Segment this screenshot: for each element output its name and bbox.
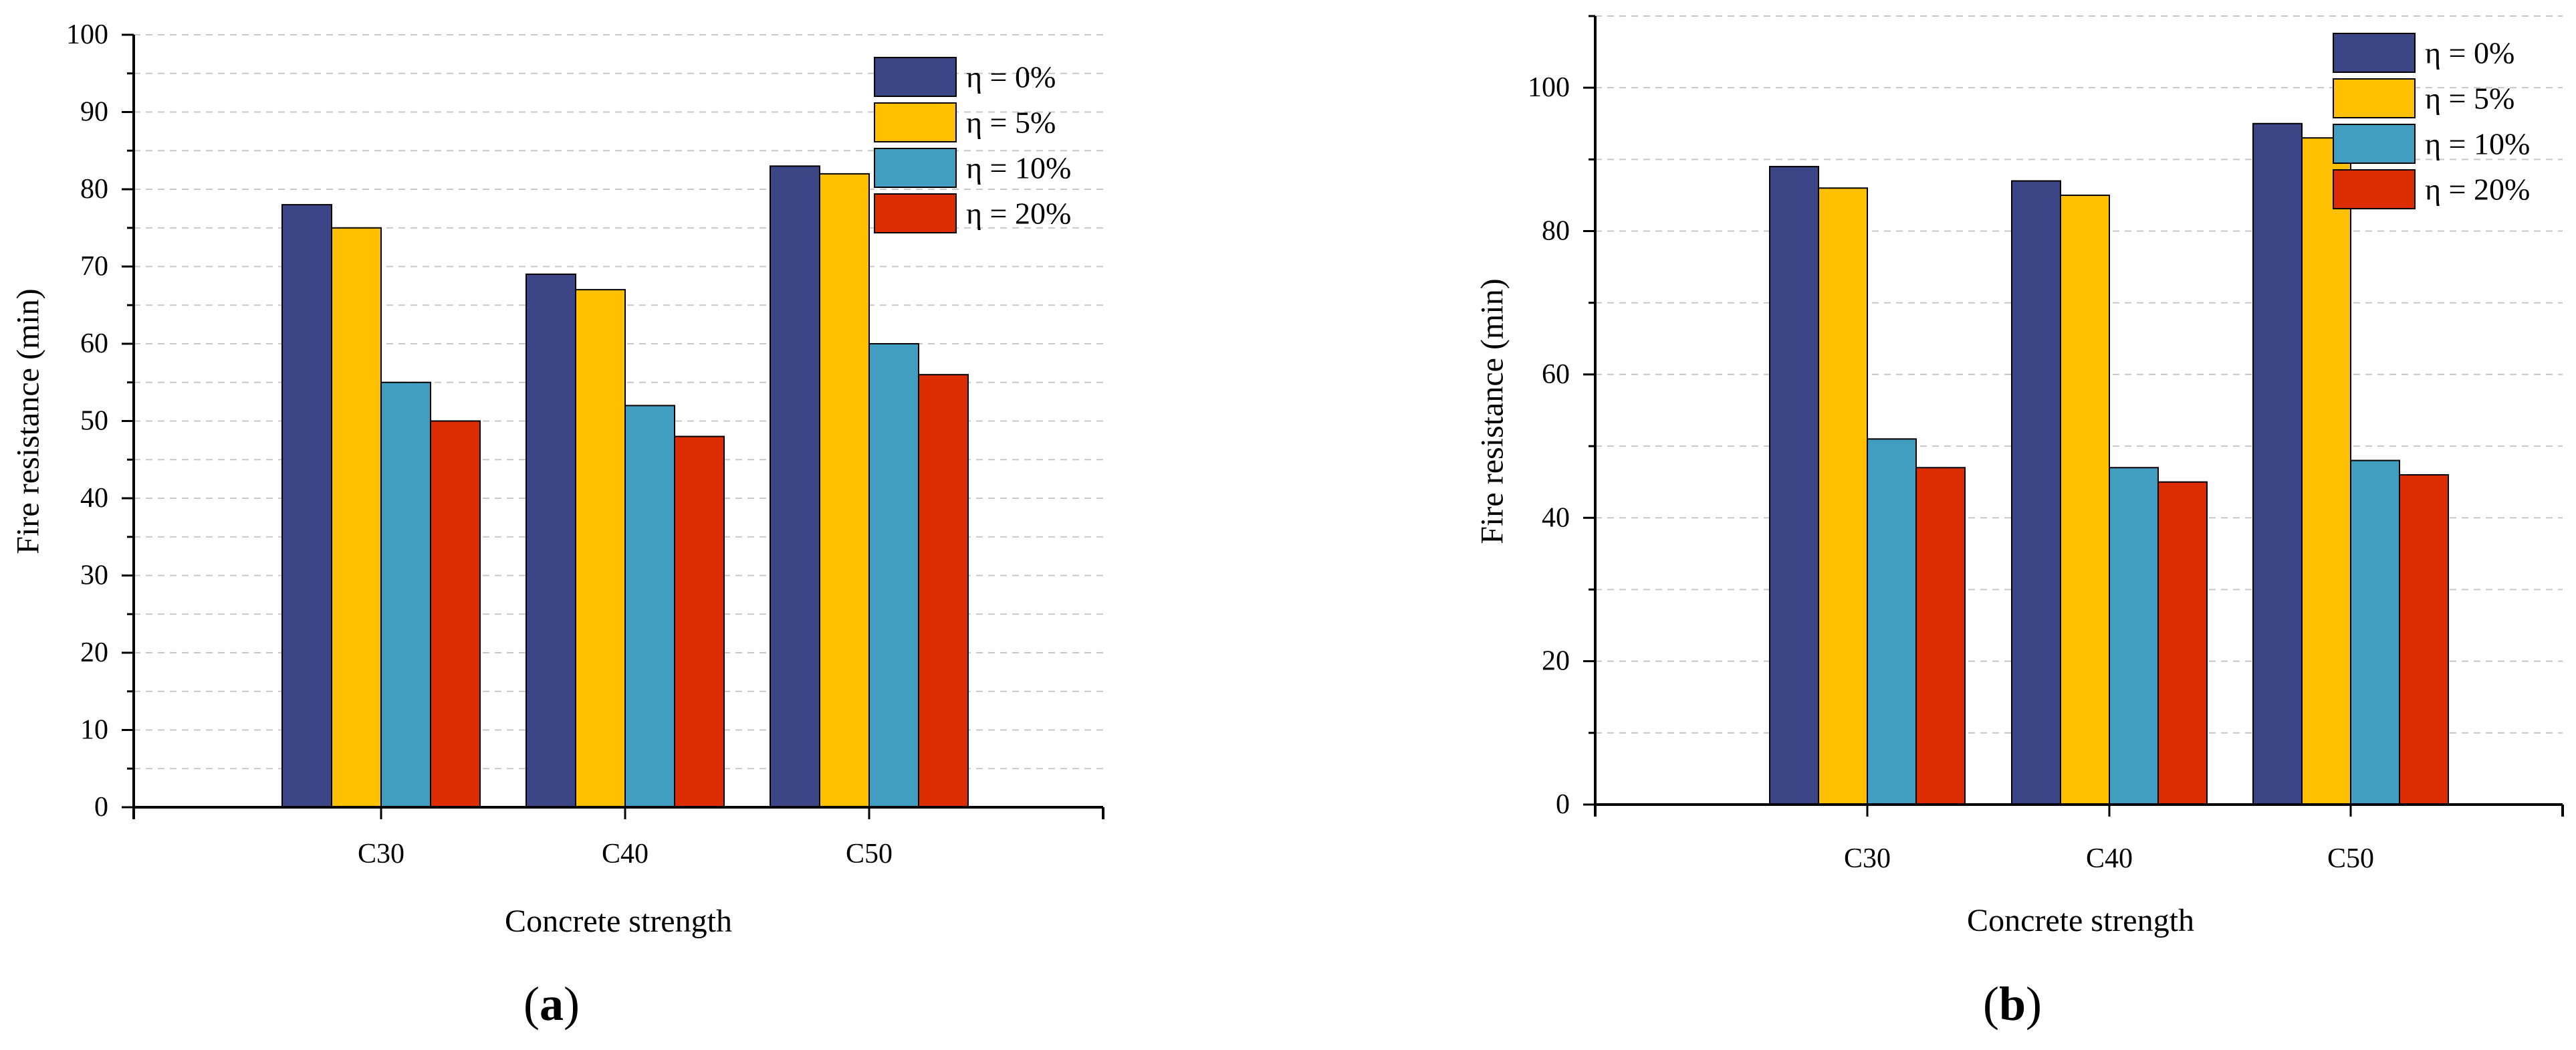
bar-c40-series-0 bbox=[525, 274, 576, 808]
y-tick-label: 10 bbox=[80, 715, 108, 746]
legend: η = 0% η = 5% η = 10% η = 20% bbox=[874, 57, 1071, 233]
y-tick-label: 100 bbox=[66, 19, 108, 50]
bar-c40-series-3 bbox=[674, 435, 725, 808]
bar-c40-series-3 bbox=[2157, 481, 2208, 805]
chart-panel-b: 0 20 40 60 80 100 C30 C40 C50 Concrete strength Fi… bbox=[1475, 15, 2564, 1031]
y-axis-label: Fire resistance (min) bbox=[1475, 278, 1510, 544]
y-tick-label: 0 bbox=[1556, 789, 1570, 820]
y-tick-label: 100 bbox=[1528, 72, 1570, 103]
y-tick-label: 80 bbox=[1542, 216, 1570, 247]
x-tick-label-c30: C30 bbox=[1844, 843, 1891, 874]
bar-c30-series-1 bbox=[1818, 187, 1868, 805]
bar-c30-series-1 bbox=[331, 227, 382, 808]
bar-c30-series-0 bbox=[281, 204, 332, 809]
legend-label-1: η = 5% bbox=[966, 106, 1056, 140]
bar-c40-series-2 bbox=[624, 405, 675, 808]
y-tick-label: 40 bbox=[1542, 502, 1570, 533]
panel-label-a: (a) bbox=[523, 977, 580, 1031]
legend-swatch-2 bbox=[2333, 124, 2416, 164]
bar-c40-series-0 bbox=[2011, 180, 2061, 805]
x-tick-label-c40: C40 bbox=[2086, 843, 2133, 874]
bar-c30-series-2 bbox=[380, 381, 431, 808]
x-axis-label: Concrete strength bbox=[505, 904, 732, 939]
legend-label-3: η = 20% bbox=[966, 197, 1071, 231]
y-tick-label: 60 bbox=[80, 328, 108, 359]
legend-swatch-3 bbox=[874, 193, 957, 233]
y-tick-label: 30 bbox=[80, 560, 108, 591]
bar-c30-series-3 bbox=[430, 420, 481, 808]
y-tick-label: 80 bbox=[80, 174, 108, 205]
y-tick-label: 20 bbox=[1542, 646, 1570, 677]
bar-c30-series-3 bbox=[1915, 467, 1966, 806]
bar-c40-series-2 bbox=[2109, 467, 2159, 806]
y-tick-label: 40 bbox=[80, 483, 108, 514]
panel-label-b: (b) bbox=[1983, 977, 2042, 1031]
y-tick-label: 70 bbox=[80, 251, 108, 282]
bar-c50-series-3 bbox=[918, 374, 969, 808]
legend-label-3: η = 20% bbox=[2425, 173, 2530, 207]
y-axis-label: Fire resistance (min) bbox=[11, 288, 46, 554]
legend-label-1: η = 5% bbox=[2425, 82, 2514, 116]
bar-c50-series-3 bbox=[2399, 474, 2449, 805]
legend-swatch-3 bbox=[2333, 169, 2416, 209]
legend: η = 0% η = 5% η = 10% η = 20% bbox=[2333, 33, 2530, 209]
bar-c30-series-0 bbox=[1769, 166, 1819, 805]
y-tick-label: 50 bbox=[80, 406, 108, 437]
bar-c40-series-1 bbox=[2060, 194, 2110, 806]
bar-c50-series-0 bbox=[770, 165, 820, 809]
x-tick-label-c50: C50 bbox=[2327, 843, 2374, 874]
y-tick-label: 90 bbox=[80, 97, 108, 128]
legend-label-2: η = 10% bbox=[966, 151, 1071, 185]
x-tick-label-c40: C40 bbox=[602, 839, 649, 869]
y-tick-label: 60 bbox=[1542, 359, 1570, 390]
bar-c50-series-0 bbox=[2252, 122, 2303, 806]
bar-c40-series-1 bbox=[575, 289, 626, 808]
chart-panel-a: 0 10 20 30 40 50 60 70 80 90 100 C30 C40 C50 Concrete … bbox=[11, 19, 1104, 1031]
legend-label-0: η = 0% bbox=[966, 60, 1056, 94]
x-tick-label-c50: C50 bbox=[846, 839, 893, 869]
legend-swatch-1 bbox=[874, 102, 957, 142]
bar-c30-series-2 bbox=[1867, 438, 1917, 805]
bar-c50-series-2 bbox=[2350, 459, 2400, 805]
y-tick-label: 0 bbox=[94, 792, 108, 823]
x-tick-label-c30: C30 bbox=[358, 839, 404, 869]
legend-swatch-1 bbox=[2333, 78, 2416, 118]
legend-label-0: η = 0% bbox=[2425, 36, 2514, 70]
legend-swatch-2 bbox=[874, 148, 957, 188]
y-tick-label: 20 bbox=[80, 637, 108, 668]
legend-swatch-0 bbox=[2333, 33, 2416, 73]
legend-swatch-0 bbox=[874, 57, 957, 97]
bar-c50-series-1 bbox=[819, 173, 870, 808]
x-axis-label: Concrete strength bbox=[1967, 903, 2194, 938]
legend-label-2: η = 10% bbox=[2425, 127, 2530, 161]
bar-c50-series-2 bbox=[868, 343, 919, 808]
bar-c50-series-1 bbox=[2301, 137, 2351, 805]
